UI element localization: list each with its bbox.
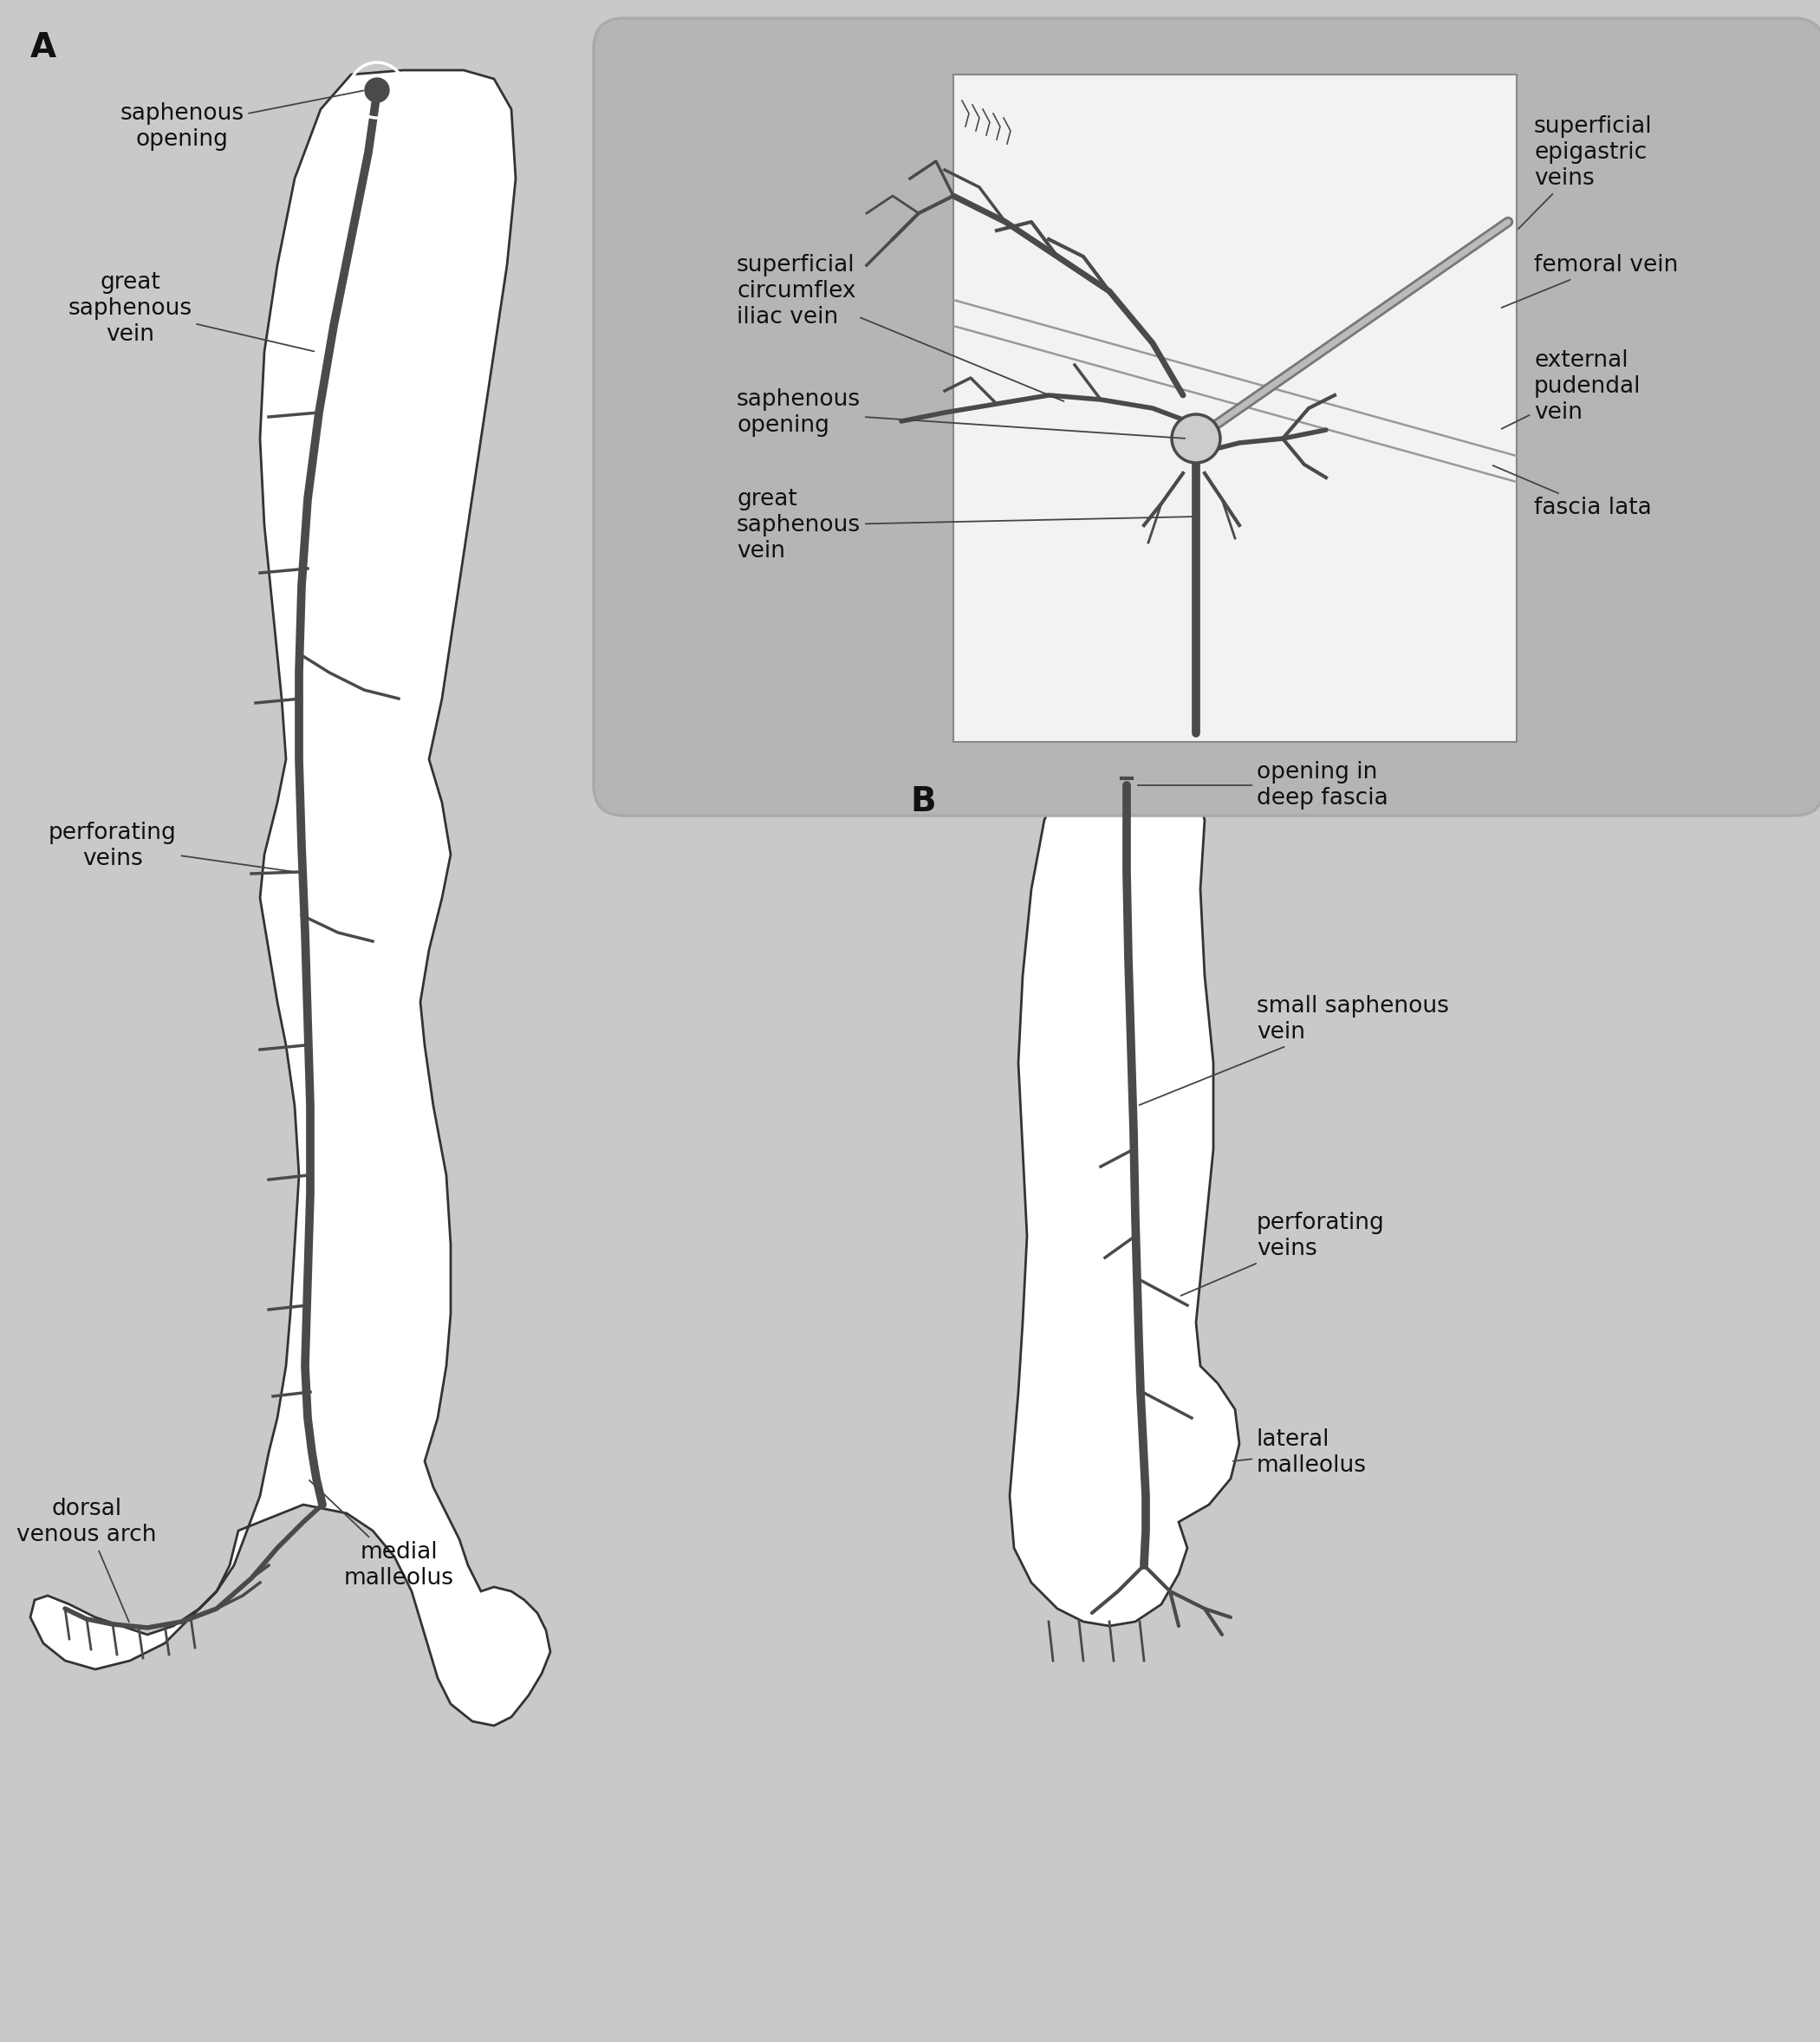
- Text: superficial
circumflex
iliac vein: superficial circumflex iliac vein: [737, 253, 1063, 400]
- Bar: [954, 76, 1516, 741]
- Text: superficial
epigastric
veins: superficial epigastric veins: [1518, 114, 1653, 229]
- Text: great
saphenous
vein: great saphenous vein: [737, 488, 1194, 562]
- Text: small saphenous
vein: small saphenous vein: [1139, 994, 1449, 1105]
- Text: perforating
veins: perforating veins: [1181, 1211, 1385, 1297]
- Text: lateral
malleolus: lateral malleolus: [1234, 1427, 1367, 1476]
- Text: opening in
deep fascia: opening in deep fascia: [1138, 762, 1389, 809]
- Text: medial
malleolus: medial malleolus: [309, 1480, 453, 1589]
- Circle shape: [1172, 415, 1219, 464]
- Text: A: A: [31, 31, 56, 63]
- Circle shape: [364, 78, 389, 102]
- Text: fascia lata: fascia lata: [1492, 466, 1653, 519]
- Polygon shape: [31, 69, 550, 1725]
- Text: external
pudendal
vein: external pudendal vein: [1502, 349, 1642, 429]
- Text: saphenous
opening: saphenous opening: [120, 90, 364, 151]
- Text: B: B: [910, 786, 935, 819]
- Text: great
saphenous
vein: great saphenous vein: [67, 272, 315, 351]
- FancyBboxPatch shape: [593, 18, 1820, 815]
- Text: saphenous
opening: saphenous opening: [737, 388, 1185, 439]
- Text: dorsal
venous arch: dorsal venous arch: [16, 1497, 157, 1621]
- Text: femoral vein: femoral vein: [1502, 253, 1678, 308]
- Text: perforating
veins: perforating veins: [49, 821, 293, 872]
- Polygon shape: [1010, 768, 1239, 1625]
